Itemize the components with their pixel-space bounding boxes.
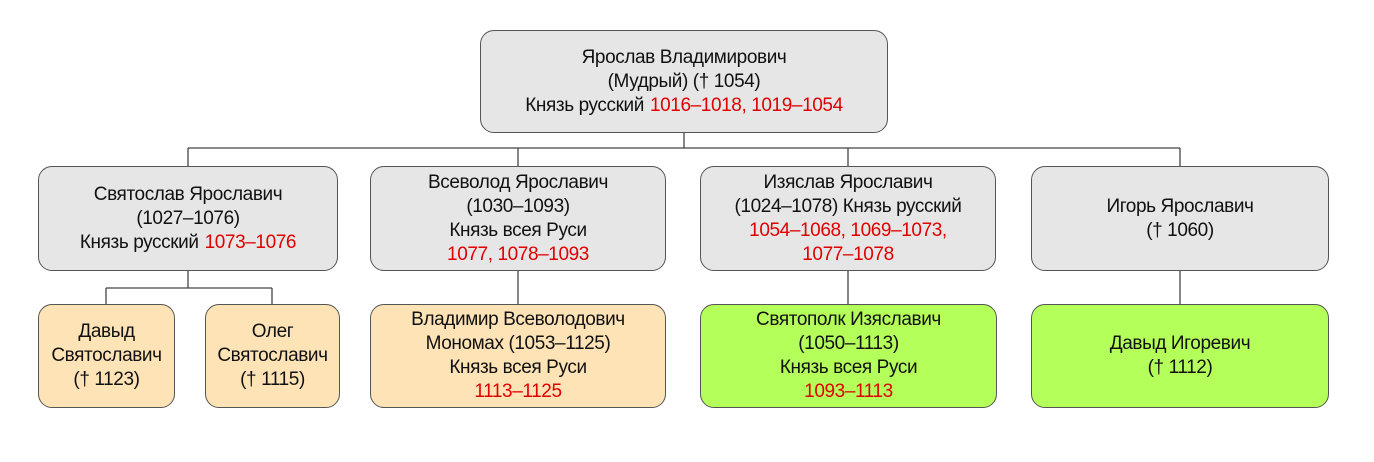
node-line: Князь всея Руси — [449, 356, 587, 380]
person-node: Изяслав Ярославич (1024–1078) Князь русск… — [700, 166, 996, 271]
node-text: Святославич — [217, 345, 328, 366]
node-line: 1054–1068, 1069–1073, — [749, 219, 947, 243]
node-line: Изяслав Ярославич — [764, 171, 933, 195]
node-text: († 1123) — [73, 369, 140, 390]
node-line: (Мудрый) († 1054) — [608, 70, 761, 94]
node-line: Святополк Изяславич — [756, 308, 941, 332]
person-node: Святослав Ярославич (1027–1076) Князь русс… — [38, 166, 338, 271]
node-line: (1030–1093) — [466, 195, 570, 219]
node-text: Князь всея Руси — [779, 357, 918, 378]
node-text: Давыд Игоревич — [1109, 333, 1251, 354]
node-text: († 1115) — [240, 369, 305, 390]
node-line: 1077–1078 — [802, 243, 894, 267]
node-text: Изяслав Ярославич — [763, 171, 933, 193]
node-line: Игорь Ярославич — [1106, 195, 1254, 219]
person-node: Святополк Изяславич (1050–1113) Князь всея… — [700, 304, 997, 408]
reign-years: 1077, 1078–1093 — [447, 243, 589, 265]
node-line: 1113–1125 — [474, 380, 562, 404]
node-text: († 1060) — [1146, 219, 1214, 241]
node-line: Давыд — [78, 320, 135, 344]
node-text: Давыд — [78, 321, 135, 342]
node-line: († 1123) — [73, 368, 140, 392]
node-text: († 1112) — [1147, 357, 1213, 378]
node-line: Князь всея Руси — [449, 219, 587, 243]
reign-years: 1054–1068, 1069–1073, — [749, 219, 947, 241]
node-line: Владимир Всеволодович — [411, 308, 625, 332]
reign-years: 1093–1113 — [804, 381, 893, 402]
node-text: Князь русский — [79, 231, 199, 253]
person-node: Олег Святославич († 1115) — [205, 304, 340, 408]
person-node: Ярослав Владимирович (Мудрый) († 1054) Кня… — [480, 30, 888, 133]
node-line: 1093–1113 — [804, 380, 893, 404]
node-line: (1050–1113) — [798, 332, 899, 356]
node-text: (Мудрый) († 1054) — [607, 70, 761, 92]
node-line: Святославич — [217, 344, 328, 368]
node-text: Игорь Ярославич — [1106, 195, 1254, 217]
node-line: 1077, 1078–1093 — [447, 243, 589, 267]
node-line: Давыд Игоревич — [1109, 332, 1251, 356]
node-text: Святослав Ярославич — [93, 183, 283, 205]
node-text: Мономах (1053–1125) — [425, 333, 611, 354]
node-line: Всеволод Ярославич — [428, 171, 608, 195]
node-line: (1027–1076) — [136, 207, 240, 231]
person-node: Давыд Игоревич († 1112) — [1031, 304, 1329, 408]
node-line: Олег — [252, 320, 294, 344]
node-text: Ярослав Владимирович — [581, 46, 787, 68]
node-text: (1024–1078) Князь русский — [734, 195, 962, 217]
node-text: Князь всея Руси — [449, 357, 587, 378]
reign-years: 1113–1125 — [474, 381, 562, 402]
node-line: Князь русский 1073–1076 — [79, 231, 297, 255]
reign-years: 1073–1076 — [204, 231, 297, 253]
reign-years: 1077–1078 — [802, 243, 894, 265]
node-text: Святополк Изяславич — [756, 309, 941, 330]
node-text: Олег — [251, 321, 294, 342]
reign-years: 1016–1018, 1019–1054 — [649, 94, 843, 116]
node-text: (1030–1093) — [466, 195, 570, 217]
node-text: Князь всея Руси — [449, 219, 587, 241]
node-line: Святослав Ярославич — [94, 183, 283, 207]
node-line: Князь всея Руси — [779, 356, 918, 380]
node-text: (1050–1113) — [798, 333, 899, 354]
person-node: Игорь Ярославич († 1060) — [1031, 166, 1329, 271]
node-line: Ярослав Владимирович — [582, 46, 787, 70]
node-line: Святославич — [51, 344, 162, 368]
node-line: († 1060) — [1146, 219, 1214, 243]
node-line: († 1112) — [1148, 356, 1213, 380]
node-text: Святославич — [51, 345, 162, 366]
node-text: (1027–1076) — [136, 207, 240, 229]
node-line: Мономах (1053–1125) — [426, 332, 611, 356]
node-line: Князь русский 1016–1018, 1019–1054 — [525, 94, 843, 118]
node-text: Всеволод Ярославич — [428, 171, 608, 193]
node-line: († 1115) — [240, 368, 305, 392]
person-node: Владимир Всеволодович Мономах (1053–1125)… — [370, 304, 666, 408]
node-line: (1024–1078) Князь русский — [735, 195, 962, 219]
person-node: Давыд Святославич († 1123) — [38, 304, 175, 408]
node-text: Князь русский — [525, 94, 644, 116]
node-text: Владимир Всеволодович — [411, 309, 625, 330]
person-node: Всеволод Ярославич (1030–1093) Князь всея … — [370, 166, 666, 271]
